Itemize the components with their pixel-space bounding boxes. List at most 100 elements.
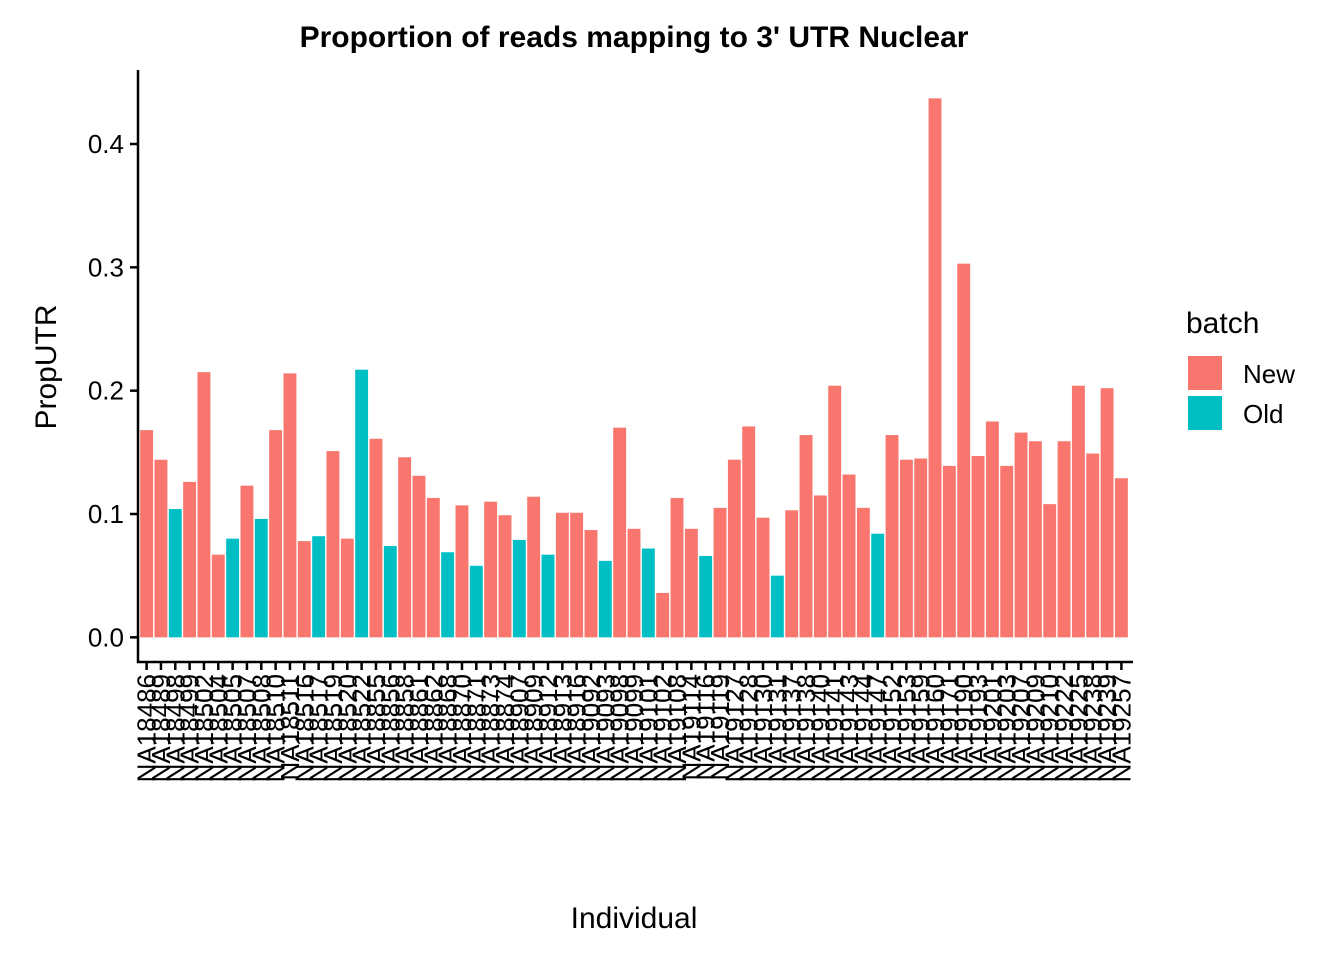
x-tick-label: NA18913 — [547, 674, 577, 782]
bar — [641, 548, 655, 638]
bar — [383, 546, 397, 638]
legend-title: batch — [1186, 307, 1259, 340]
x-tick-label: NA19171 — [934, 674, 964, 782]
x-tick-label: NA19207 — [1006, 674, 1036, 782]
bar — [727, 459, 741, 638]
x-tick-label: NA19152 — [877, 674, 907, 782]
x-tick-label: NA18912 — [533, 674, 563, 782]
legend-key — [1188, 396, 1222, 430]
bar — [240, 485, 254, 638]
x-tick-label: NA18868 — [433, 674, 463, 782]
x-tick-label: NA19101 — [633, 674, 663, 782]
bar — [1100, 388, 1114, 638]
bar — [813, 495, 827, 638]
bar — [555, 512, 569, 638]
x-tick-label: NA19128 — [734, 674, 764, 782]
y-tick-label: 0.2 — [88, 376, 124, 406]
x-tick-label: NA19225 — [1063, 674, 1093, 782]
bar — [971, 456, 985, 638]
bar — [441, 552, 455, 638]
x-tick-label: NA19210 — [1035, 674, 1065, 782]
bar — [785, 510, 799, 638]
bar — [312, 536, 326, 638]
y-tick-label: 0.0 — [88, 622, 124, 652]
bar — [254, 518, 268, 638]
bar — [856, 507, 870, 638]
x-axis-title: Individual — [571, 902, 698, 935]
bar — [1014, 432, 1028, 638]
bar — [154, 459, 168, 638]
x-tick-label: NA18858 — [390, 674, 420, 782]
bar — [426, 497, 440, 638]
bar — [197, 372, 211, 638]
x-tick-label: NA19159 — [906, 674, 936, 782]
bar — [297, 541, 311, 638]
x-tick-label: NA18874 — [490, 674, 520, 782]
bar — [756, 517, 770, 638]
bar — [455, 505, 469, 638]
x-tick-label: NA19127 — [719, 674, 749, 782]
x-tick-label: NA18870 — [447, 674, 477, 782]
x-tick-label: NA19201 — [977, 674, 1007, 782]
bar — [570, 512, 584, 638]
bar — [498, 515, 512, 638]
bar — [842, 474, 856, 638]
x-tick-label: NA19137 — [777, 674, 807, 782]
x-tick-label: NA18909 — [519, 674, 549, 782]
x-tick-label: NA18502 — [189, 674, 219, 782]
x-tick-label: NA19114 — [676, 674, 706, 781]
bar — [484, 501, 498, 638]
y-tick-label: 0.4 — [88, 129, 124, 159]
x-tick-label: NA18861 — [404, 674, 434, 782]
bar — [183, 481, 197, 638]
x-tick-label: NA19092 — [576, 674, 606, 782]
x-tick-label: NA18862 — [418, 674, 448, 782]
x-tick-label: NA18505 — [218, 674, 248, 782]
x-tick-label: NA18507 — [232, 674, 262, 782]
x-tick-label: NA18517 — [304, 674, 334, 782]
bar — [1086, 453, 1100, 638]
bar — [512, 539, 526, 638]
bar — [942, 465, 956, 638]
bar — [541, 554, 555, 638]
bar — [885, 435, 899, 638]
bar — [527, 496, 541, 638]
bar — [670, 497, 684, 638]
bar — [369, 438, 383, 638]
bar — [985, 421, 999, 638]
bar — [412, 475, 426, 638]
bar — [1043, 504, 1057, 638]
bar — [340, 538, 354, 638]
x-tick-label: NA18520 — [332, 674, 362, 782]
bar — [469, 565, 483, 638]
x-tick-label: NA19190 — [949, 674, 979, 782]
bar — [828, 385, 842, 638]
bar — [928, 98, 942, 638]
legend-label: New — [1243, 359, 1295, 389]
bar — [1114, 478, 1128, 638]
x-tick-label: NA19144 — [848, 674, 878, 782]
bar — [871, 533, 885, 638]
x-tick-label: NA18499 — [175, 674, 205, 782]
y-axis-title: PropUTR — [30, 304, 63, 429]
bar — [699, 555, 713, 638]
bar — [355, 369, 369, 638]
bar — [899, 459, 913, 638]
x-tick-label: NA19160 — [920, 674, 950, 782]
x-tick-label: NA19108 — [662, 674, 692, 782]
y-tick-label: 0.1 — [88, 499, 124, 529]
bar — [140, 430, 154, 638]
x-tick-label: NA19238 — [1078, 674, 1108, 782]
x-tick-label: NA18508 — [246, 674, 276, 782]
chart-title: Proportion of reads mapping to 3' UTR Nu… — [300, 21, 969, 54]
x-tick-label: NA19093 — [590, 674, 620, 782]
x-tick-label: NA18856 — [375, 674, 405, 782]
x-tick-label: NA19143 — [834, 674, 864, 782]
y-tick-label: 0.3 — [88, 252, 124, 282]
x-tick-label: NA18519 — [318, 674, 348, 782]
bar — [1071, 385, 1085, 638]
x-tick-label: NA19102 — [648, 674, 678, 782]
x-tick-label: NA19257 — [1106, 674, 1136, 782]
bar — [168, 509, 182, 638]
